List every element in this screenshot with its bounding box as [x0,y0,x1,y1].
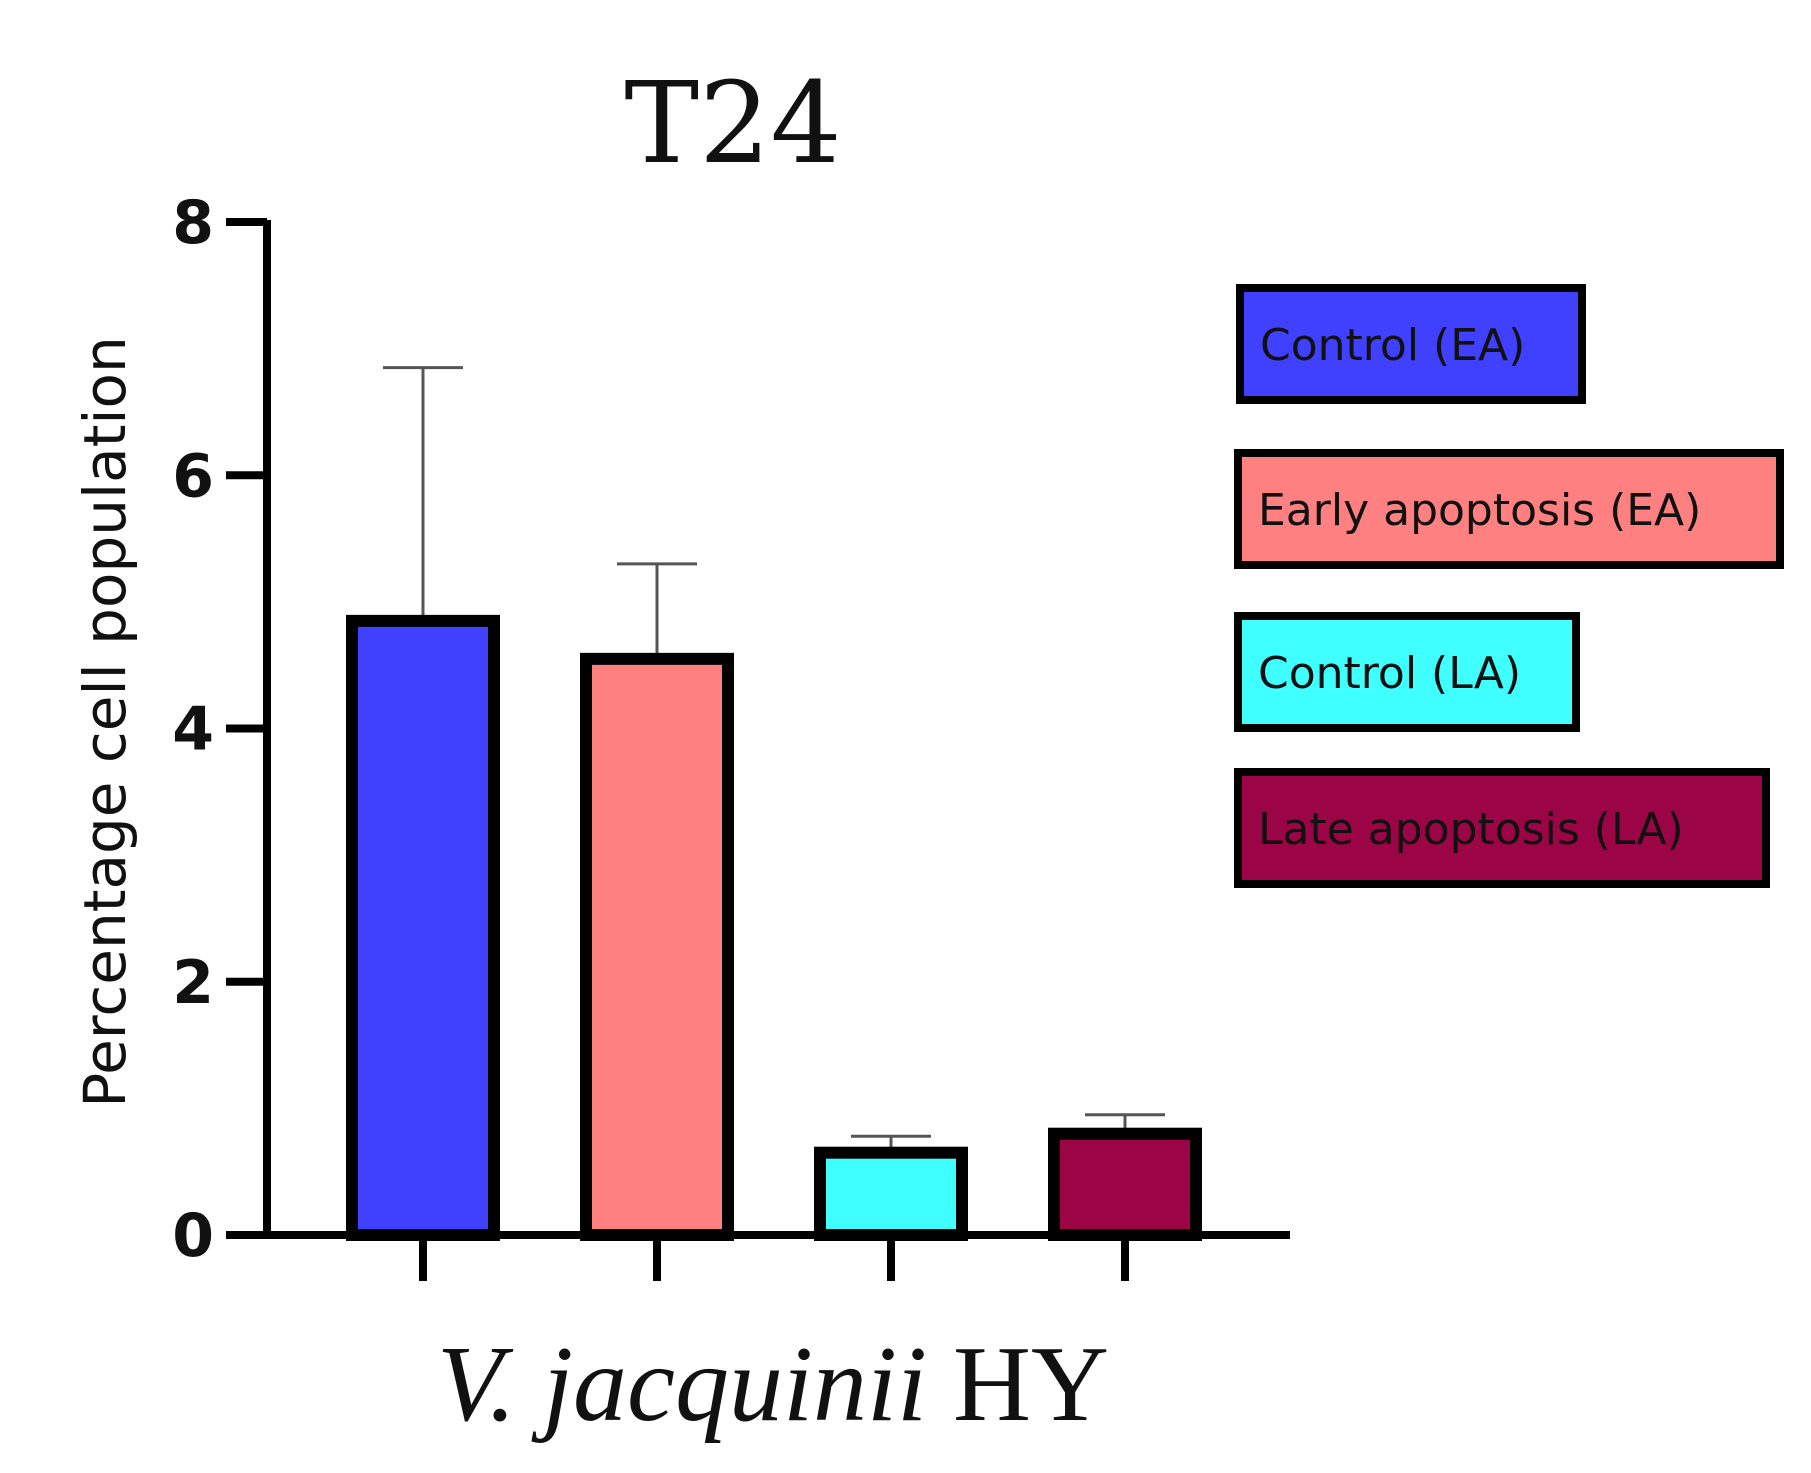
chart-title: T24 [624,59,841,189]
y-tick-label: 0 [172,1201,214,1271]
legend-label-4: Late apoptosis (LA) [1258,804,1684,855]
legend-box-3 [1234,612,1580,732]
bar-1 [346,614,500,1241]
x-axis-label-rest: HY [953,1325,1109,1444]
legend-box-4 [1234,768,1770,888]
legend-label-1: Control (EA) [1260,320,1525,371]
y-tick-label: 4 [172,695,214,765]
legend-label-3: Control (LA) [1258,648,1521,699]
legend-box-2 [1234,449,1784,569]
y-axis-label: Percentage cell population [71,336,139,1108]
plot-area: 0 2 4 6 8 [172,188,1290,1281]
legend-label-2: Early apoptosis (EA) [1258,485,1701,536]
bar-4 [1048,1127,1202,1241]
y-tick-label: 8 [172,188,214,258]
bar-2 [580,652,734,1241]
x-axis-label: V. jacquinii HY [437,1325,1109,1444]
legend: Control (EA) Early apoptosis (EA) Control … [1234,284,1784,888]
x-axis-label-italic: V. jacquinii [437,1325,927,1444]
y-tick-label: 2 [172,948,214,1018]
legend-box-1 [1236,284,1586,404]
bar-3 [814,1146,968,1241]
y-tick-label: 6 [172,441,214,511]
